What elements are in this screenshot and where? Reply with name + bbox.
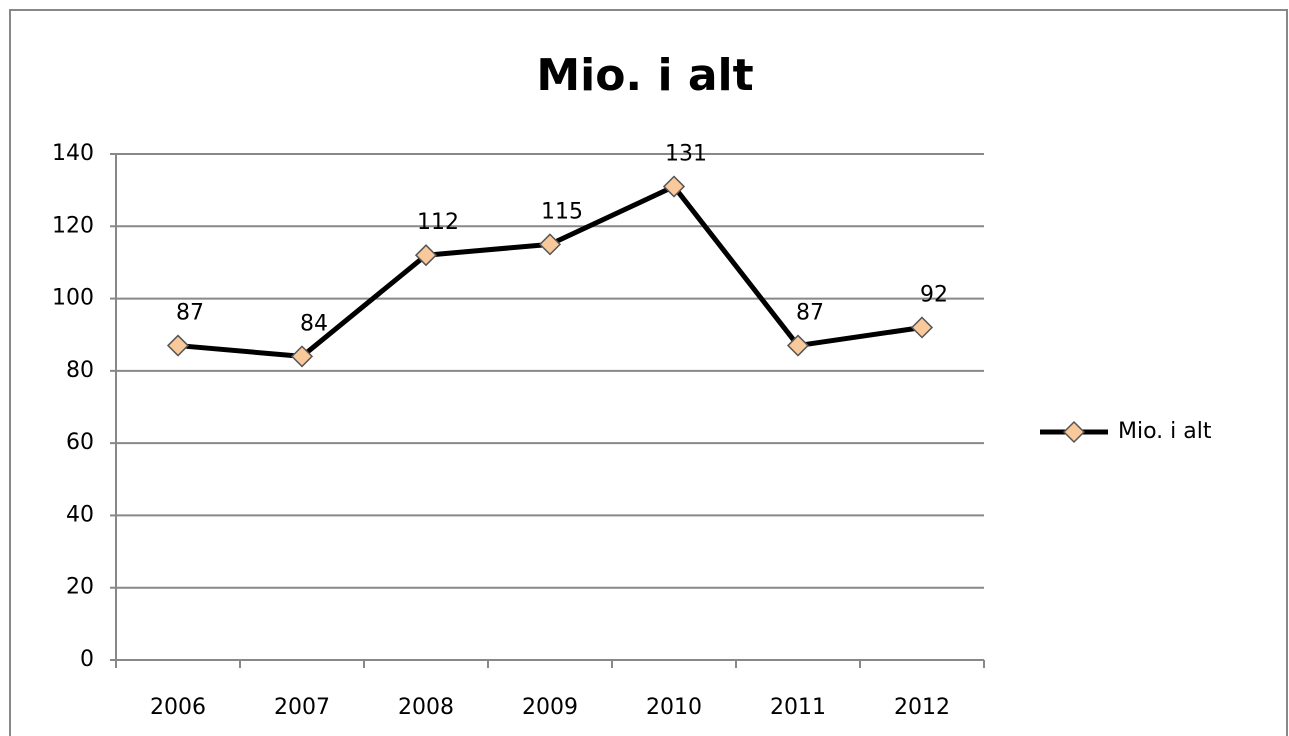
- marker: [290, 345, 314, 368]
- marker: [910, 316, 934, 339]
- marker: [538, 233, 562, 256]
- legend-marker: [1062, 420, 1086, 444]
- data-label: 92: [920, 282, 948, 307]
- marker: [414, 244, 438, 267]
- x-tick-label: 2007: [274, 695, 330, 720]
- y-tick-label: 80: [66, 358, 94, 383]
- data-label: 84: [300, 311, 328, 336]
- x-tick-label: 2009: [522, 695, 578, 720]
- y-tick-label: 140: [52, 141, 94, 166]
- marker: [786, 334, 810, 357]
- x-tick-label: 2006: [150, 695, 206, 720]
- x-tick-label: 2010: [646, 695, 702, 720]
- data-label: 87: [796, 301, 824, 326]
- chart-title: Mio. i alt: [536, 50, 753, 101]
- marker: [662, 175, 686, 198]
- data-label: 112: [417, 210, 459, 235]
- y-tick-label: 120: [52, 213, 94, 238]
- y-tick-label: 40: [66, 502, 94, 527]
- data-label: 131: [665, 142, 707, 167]
- marker: [166, 334, 190, 357]
- x-tick-label: 2012: [894, 695, 950, 720]
- y-tick-label: 20: [66, 575, 94, 600]
- y-tick-label: 0: [80, 647, 94, 672]
- data-label: 87: [176, 301, 204, 326]
- x-tick-label: 2011: [770, 695, 826, 720]
- y-tick-label: 60: [66, 430, 94, 455]
- legend-label: Mio. i alt: [1118, 419, 1212, 444]
- x-tick-label: 2008: [398, 695, 454, 720]
- y-tick-label: 100: [52, 286, 94, 311]
- data-label: 115: [541, 199, 583, 224]
- chart-frame: [9, 9, 1288, 736]
